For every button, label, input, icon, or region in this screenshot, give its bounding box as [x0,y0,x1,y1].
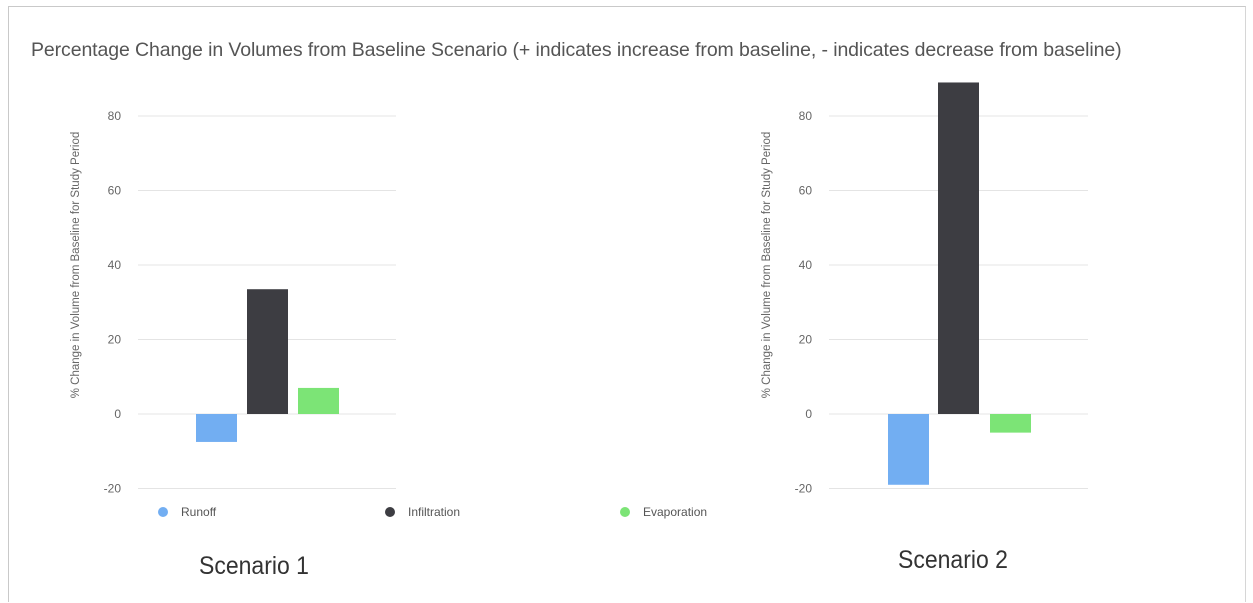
bar-runoff[interactable] [888,414,929,485]
y-tick-label: 0 [114,407,121,421]
legend-swatch-infiltration [385,507,395,517]
bar-infiltration[interactable] [938,82,979,414]
y-tick-label: 60 [799,184,813,198]
y-axis-label: % Change in Volume from Baseline for Stu… [761,132,773,399]
legend-item-evaporation[interactable]: Evaporation [620,505,707,519]
y-tick-label: 20 [108,333,122,347]
legend-item-infiltration[interactable]: Infiltration [385,505,460,519]
y-axis-label: % Change in Volume from Baseline for Stu… [70,132,82,399]
y-tick-label: 40 [799,258,813,272]
y-tick-label: -20 [795,482,813,496]
bar-evaporation[interactable] [298,387,339,414]
y-tick-label: 40 [108,258,122,272]
y-tick-label: 80 [108,109,122,123]
bar-runoff[interactable] [196,414,237,442]
legend-label-runoff: Runoff [181,505,217,519]
scenario-1-label: Scenario 1 [199,552,309,580]
legend-item-runoff[interactable]: Runoff [158,505,216,519]
y-tick-label: 20 [799,333,813,347]
bar-infiltration[interactable] [247,289,288,414]
y-tick-label: -20 [104,482,122,496]
legend-label-infiltration: Infiltration [408,505,461,519]
bar-evaporation[interactable] [990,414,1031,433]
y-tick-label: 60 [108,184,122,198]
chart-scenario-1: 80 60 40 20 0 -20 % Change in Volume from Base… [70,109,396,496]
legend-swatch-evaporation [620,507,630,517]
chart-scenario-2: 80 60 40 20 0 -20 % Change in Volume from Base… [761,82,1088,496]
chart-title: Percentage Change in Volumes from Baseli… [31,39,1122,61]
scenario-2-label: Scenario 2 [898,546,1008,574]
legend-swatch-runoff [158,507,168,517]
y-tick-label: 80 [799,109,813,123]
y-tick-label: 0 [805,407,812,421]
legend-label-evaporation: Evaporation [643,505,708,519]
chart-panel [8,6,1246,602]
legend: Runoff Infiltration Evaporation [0,505,1253,523]
